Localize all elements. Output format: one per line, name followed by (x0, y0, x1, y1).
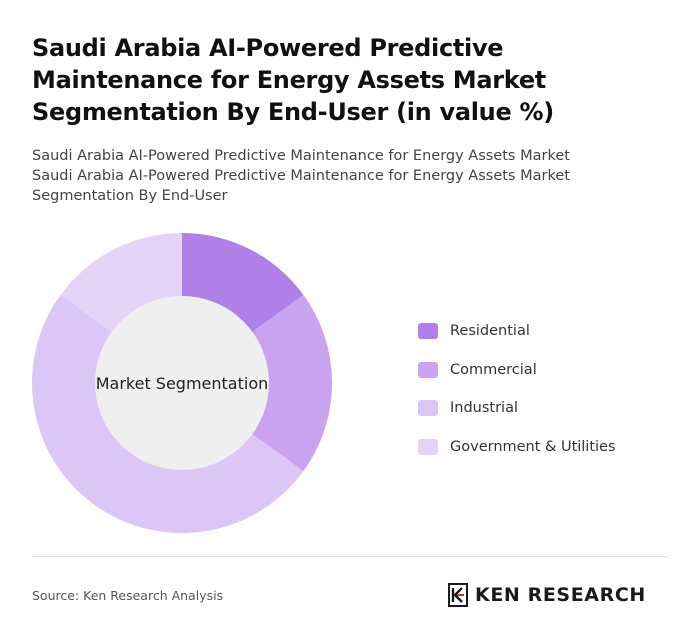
legend-item-commercial: Commercial (418, 351, 678, 390)
chart-legend: Residential Commercial Industrial Govern… (418, 312, 678, 466)
ken-research-logo: KEN RESEARCH (447, 582, 646, 608)
chart-title: Saudi Arabia AI-Powered Predictive Maint… (32, 34, 554, 126)
donut-center (95, 296, 269, 470)
subtitle-line-2: Saudi Arabia AI-Powered Predictive Maint… (32, 168, 570, 204)
legend-swatch (418, 361, 438, 378)
legend-swatch (418, 323, 438, 340)
legend-label: Residential (450, 323, 530, 340)
ken-research-logo-icon (448, 583, 468, 607)
chart-subtitle: Saudi Arabia AI-Powered Predictive Maint… (32, 146, 668, 206)
legend-item-industrial: Industrial (418, 389, 678, 428)
legend-label: Industrial (450, 400, 519, 417)
legend-label: Commercial (450, 361, 537, 378)
ken-research-logo-text: KEN RESEARCH (475, 584, 646, 606)
source-note: Source: Ken Research Analysis (32, 588, 224, 603)
footer-divider (32, 556, 668, 557)
legend-item-residential: Residential (418, 312, 678, 351)
legend-swatch (418, 438, 438, 455)
subtitle-line-1: Saudi Arabia AI-Powered Predictive Maint… (32, 148, 570, 164)
donut-chart: Market Segmentation (32, 233, 332, 533)
donut-center-label: Market Segmentation (96, 374, 269, 393)
legend-label: Government & Utilities (450, 438, 616, 455)
legend-item-government-utilities: Government & Utilities (418, 428, 678, 467)
legend-swatch (418, 400, 438, 417)
